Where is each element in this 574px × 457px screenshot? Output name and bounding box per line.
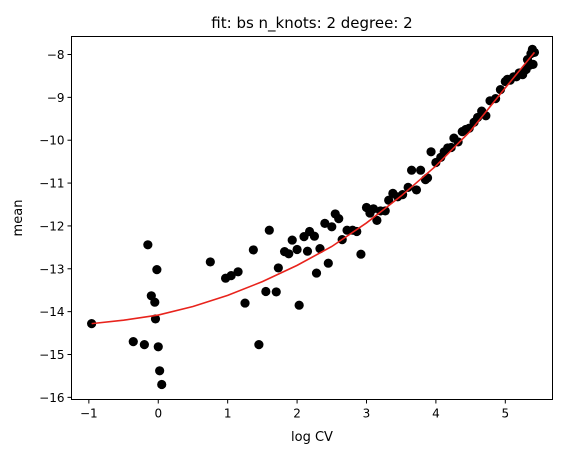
- y-axis-ticks: −16 −15 −14 −13 −12 −11 −10 −9 −8: [39, 48, 72, 405]
- data-point-23: [284, 249, 294, 259]
- data-point-25: [292, 244, 302, 255]
- x-tick-label-6: 5: [501, 407, 509, 421]
- x-axis-label: log CV: [291, 430, 333, 445]
- data-point-15: [240, 298, 250, 308]
- data-point-45: [368, 204, 379, 214]
- y-tick-label-8: −8: [47, 48, 65, 62]
- data-point-41: [352, 226, 362, 237]
- data-point-55: [411, 185, 422, 195]
- data-point-56: [416, 165, 426, 175]
- y-tick-label-1: −15: [39, 348, 64, 362]
- y-tick-label-0: −16: [39, 391, 64, 405]
- x-tick-label-0: −1: [80, 407, 98, 421]
- data-point-30: [309, 231, 320, 241]
- x-tick-label-5: 4: [432, 407, 440, 421]
- data-point-1: [128, 337, 138, 347]
- data-point-18: [261, 286, 271, 297]
- data-point-16: [248, 245, 258, 255]
- data-point-5: [150, 297, 160, 307]
- data-point-14: [233, 267, 243, 277]
- data-point-10: [157, 379, 167, 390]
- axes-frame: [71, 36, 553, 400]
- data-point-13: [226, 271, 236, 281]
- data-point-64: [446, 142, 456, 153]
- data-point-2: [139, 340, 149, 350]
- y-axis-label: mean: [11, 200, 26, 237]
- data-point-59: [426, 147, 436, 157]
- x-tick-label-3: 2: [293, 407, 301, 421]
- y-tick-label-6: −10: [39, 134, 64, 148]
- data-point-9: [155, 366, 165, 376]
- data-point-21: [273, 263, 283, 273]
- fit-line: [91, 51, 536, 325]
- data-point-73: [481, 111, 491, 121]
- data-point-53: [403, 182, 413, 192]
- x-tick-label-1: 0: [154, 407, 162, 421]
- data-point-11: [205, 257, 215, 267]
- data-point-31: [311, 268, 322, 278]
- data-point-7: [152, 265, 162, 275]
- x-tick-label-2: 1: [224, 407, 232, 421]
- plot-marks: [87, 44, 540, 390]
- data-point-26: [294, 300, 304, 310]
- data-point-89: [528, 59, 538, 69]
- data-point-42: [356, 249, 366, 259]
- data-point-66: [453, 137, 463, 147]
- data-point-34: [323, 258, 333, 268]
- data-point-49: [384, 195, 394, 205]
- y-tick-label-5: −11: [39, 177, 64, 191]
- data-point-35: [327, 222, 337, 232]
- data-point-58: [422, 173, 433, 183]
- data-point-8: [153, 342, 163, 352]
- data-point-54: [407, 165, 417, 175]
- data-point-20: [271, 287, 281, 297]
- y-tick-label-3: −13: [39, 262, 64, 276]
- data-point-46: [372, 215, 382, 225]
- data-point-24: [287, 235, 297, 245]
- data-point-3: [143, 240, 153, 250]
- data-point-19: [264, 225, 274, 235]
- data-point-33: [320, 218, 330, 228]
- data-point-28: [302, 246, 313, 256]
- chart-title: fit: bs n_knots: 2 degree: 2: [211, 14, 412, 33]
- data-point-37: [334, 214, 344, 224]
- x-tick-label-4: 3: [363, 407, 371, 421]
- data-point-17: [254, 340, 264, 350]
- data-point-48: [380, 206, 390, 216]
- y-tick-label-4: −12: [39, 219, 64, 233]
- y-tick-label-7: −9: [47, 91, 65, 105]
- x-axis-ticks: −1 0 1 2 3 4 5: [80, 399, 509, 421]
- y-tick-label-2: −14: [39, 305, 64, 319]
